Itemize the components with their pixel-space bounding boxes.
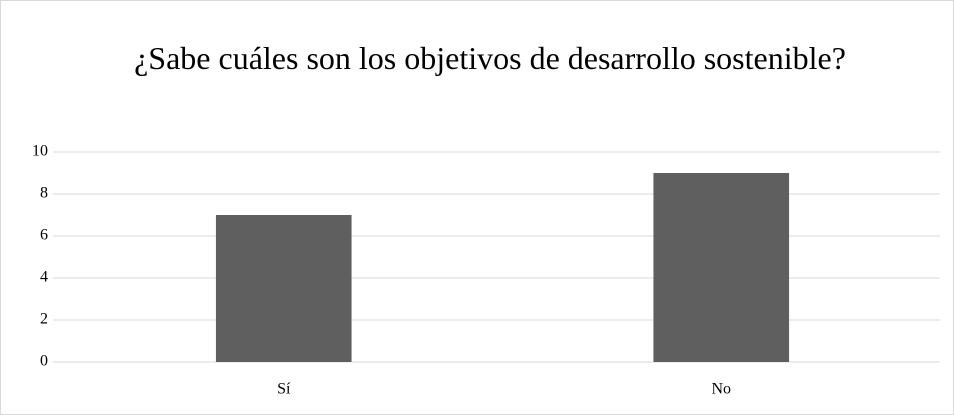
x-tick-label: No xyxy=(711,381,731,398)
y-tick-label: 2 xyxy=(40,311,48,328)
bar xyxy=(215,215,352,362)
y-tick-label: 10 xyxy=(32,143,48,160)
x-tick-label: Sí xyxy=(277,381,291,398)
y-tick-label: 8 xyxy=(40,185,48,202)
y-tick-label: 4 xyxy=(40,269,48,286)
chart-title: ¿Sabe cuáles son los objetivos de desarr… xyxy=(134,40,846,76)
y-tick-label: 6 xyxy=(40,227,48,244)
bar xyxy=(653,173,790,362)
y-tick-label: 0 xyxy=(40,353,48,370)
